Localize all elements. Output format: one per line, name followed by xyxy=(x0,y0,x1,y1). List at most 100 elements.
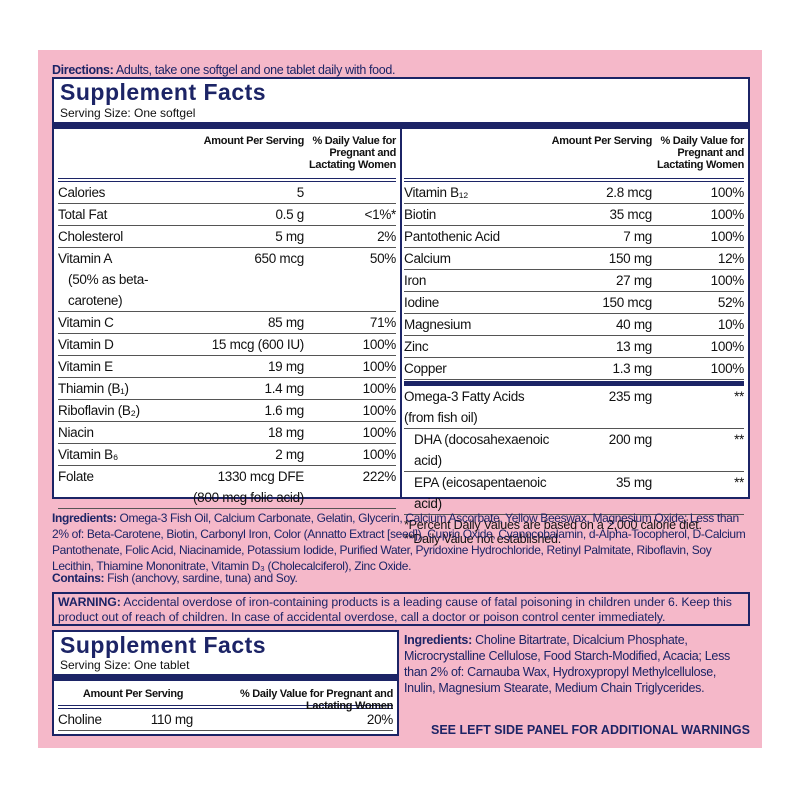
amount: 235 mg xyxy=(608,389,653,404)
name: Iron xyxy=(404,273,427,288)
name: Iodine xyxy=(404,295,439,310)
amount: 1.4 mg xyxy=(264,381,305,396)
nutrient-name: Iodine xyxy=(404,292,502,313)
amount-cell: 1.4 mg xyxy=(154,378,305,399)
footnote: **Daily Value not established. xyxy=(404,532,562,546)
dv-cell: 100% xyxy=(652,270,745,291)
name: DHA (docosahexaenoic acid) xyxy=(414,432,550,468)
name: Copper xyxy=(404,361,447,376)
daily-value: <1%* xyxy=(364,207,397,222)
dv-cell: 100% xyxy=(652,204,745,225)
amount: 18 mg xyxy=(267,425,304,440)
dv-cell: 50% xyxy=(304,248,396,311)
nutrient-name: Copper xyxy=(404,358,502,379)
amount-cell: 85 mg xyxy=(154,312,304,333)
nutrient-row: Iron 27 mg 100% xyxy=(404,270,744,292)
nutrient-name: Thiamin (B₁) xyxy=(58,378,154,399)
daily-value: 2% xyxy=(377,229,396,244)
tablet-table: Amount Per Serving % Daily Value for Preg… xyxy=(58,682,393,731)
serving-size: Serving Size: One softgel xyxy=(60,106,196,120)
nutrient-row: Biotin 35 mcg 100% xyxy=(404,204,744,226)
nutrient-row: Copper 1.3 mg 100% xyxy=(404,358,744,380)
daily-value: 20% xyxy=(366,712,393,727)
daily-value: 12% xyxy=(717,251,744,266)
nutrient-row: Folate 1330 mcg DFE (800 mcg folic acid) 22… xyxy=(58,466,396,509)
nutrient-row: Calories 5 xyxy=(58,182,396,204)
warning-text: Accidental overdose of iron-containing p… xyxy=(58,595,732,624)
warning-label: WARNING: xyxy=(58,595,121,609)
contains-label: Contains: xyxy=(52,571,105,585)
nutrient-name: Riboflavin (B₂) xyxy=(58,400,154,421)
right-column: Amount Per Serving % Daily Value for Preg… xyxy=(404,129,744,546)
directions: Directions: Adults, take one softgel and… xyxy=(52,62,752,78)
warning: WARNING: Accidental overdose of iron-con… xyxy=(52,592,750,626)
facts-tablet: Supplement Facts Serving Size: One table… xyxy=(52,630,399,736)
dv-cell: 100% xyxy=(304,356,397,377)
table-header: Amount Per Serving % Daily Value for Preg… xyxy=(58,129,396,182)
serving-size: Serving Size: One tablet xyxy=(60,658,190,672)
daily-value: 100% xyxy=(362,425,397,440)
daily-value: 100% xyxy=(362,337,397,352)
daily-value: 10% xyxy=(717,317,744,332)
amount-cell: 27 mg xyxy=(502,270,652,291)
header-amount: Amount Per Serving xyxy=(551,135,653,147)
name: Folate xyxy=(58,469,94,484)
facts-title: Supplement Facts xyxy=(60,632,267,658)
amount: 35 mcg xyxy=(609,207,653,222)
nutrient-name: Calcium xyxy=(404,248,502,269)
nutrient-row: Thiamin (B₁) 1.4 mg 100% xyxy=(58,378,396,400)
nutrient-name: Vitamin B₁₂ xyxy=(404,182,502,203)
name: Vitamin C xyxy=(58,315,114,330)
daily-value: 100% xyxy=(710,339,745,354)
amount-cell: 0.5 g xyxy=(154,204,304,225)
name: Niacin xyxy=(58,425,94,440)
nutrient-row: Vitamin D 15 mcg (600 IU) 100% xyxy=(58,334,396,356)
amount: 200 mg xyxy=(608,432,653,447)
ingredients-label: Ingredients: xyxy=(52,511,117,525)
dv-cell: 100% xyxy=(304,400,397,421)
dv-cell: <1%* xyxy=(304,204,397,225)
dv-cell: 100% xyxy=(304,422,397,443)
header-spacer xyxy=(58,688,73,702)
dv-cell: 100% xyxy=(304,378,397,399)
amount: 0.5 g xyxy=(275,207,304,222)
directions-label: Directions: xyxy=(52,63,114,77)
header-spacer xyxy=(58,135,154,175)
nutrient-name: DHA (docosahexaenoic acid) xyxy=(404,429,552,471)
amount: 1330 mcg DFE xyxy=(217,469,305,484)
name: Pantothenic Acid xyxy=(404,229,500,244)
ingredients-softgel: Ingredients: Omega-3 Fish Oil, Calcium C… xyxy=(52,510,752,574)
daily-value: ** xyxy=(734,432,744,447)
amount-cell: 5 xyxy=(154,182,305,203)
dv-cell: 100% xyxy=(304,334,397,355)
header-dv: % Daily Value for Pregnant and Lactating… xyxy=(240,688,393,712)
amount: 5 mg xyxy=(275,229,304,244)
amount: 13 mg xyxy=(615,339,652,354)
thick-rule xyxy=(54,674,397,681)
nutrient-name: Biotin xyxy=(404,204,502,225)
dv-cell: 2% xyxy=(304,226,396,247)
dv-cell: 100% xyxy=(652,358,745,379)
nutrient-name: Vitamin B₆ xyxy=(58,444,154,465)
name: Calories xyxy=(58,185,106,200)
name: Vitamin E xyxy=(58,359,113,374)
ingredients-label: Ingredients: xyxy=(404,633,472,647)
name: Vitamin B₆ xyxy=(58,447,118,462)
daily-value: 100% xyxy=(710,207,745,222)
nutrient-row: Choline 110 mg 20% xyxy=(58,709,393,731)
amount-cell: 5 mg xyxy=(154,226,304,247)
nutrient-row: Iodine 150 mcg 52% xyxy=(404,292,744,314)
side-note: SEE LEFT SIDE PANEL FOR ADDITIONAL WARNI… xyxy=(430,723,750,737)
nutrient-row: Pantothenic Acid 7 mg 100% xyxy=(404,226,744,248)
amount: 15 mcg (600 IU) xyxy=(211,337,305,352)
dv-cell xyxy=(304,182,396,203)
daily-value: 222% xyxy=(362,469,397,484)
amount-cell: 235 mg xyxy=(552,386,653,428)
name: Zinc xyxy=(404,339,429,354)
daily-value: ** xyxy=(734,389,744,404)
name-note: (50% as beta-carotene) xyxy=(68,272,149,308)
header-spacer xyxy=(404,135,502,175)
daily-value: 50% xyxy=(369,251,396,266)
nutrient-row: Calcium 150 mg 12% xyxy=(404,248,744,270)
thick-rule xyxy=(404,381,744,386)
